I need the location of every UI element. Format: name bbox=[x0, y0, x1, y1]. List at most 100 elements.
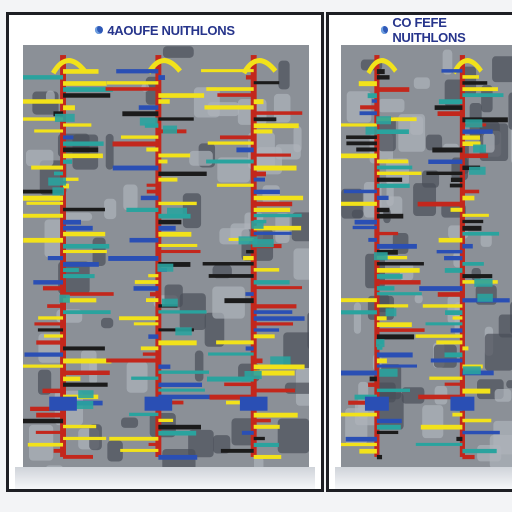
wire-segment bbox=[376, 352, 413, 358]
wire-segment bbox=[158, 418, 174, 422]
wire-segment bbox=[63, 310, 111, 315]
wire-segment bbox=[133, 286, 159, 291]
wire-segment bbox=[359, 448, 377, 454]
wire-segment bbox=[158, 75, 165, 80]
wire-segment bbox=[63, 81, 107, 86]
wire-segment bbox=[376, 207, 390, 213]
wire-segment bbox=[37, 328, 64, 332]
wire-segment bbox=[148, 442, 159, 446]
machine-part bbox=[189, 150, 213, 166]
wire-segment bbox=[462, 93, 504, 98]
wire-segment bbox=[450, 207, 463, 212]
wire-segment bbox=[420, 424, 463, 430]
wire-segment bbox=[462, 141, 481, 147]
wire-segment bbox=[207, 141, 254, 145]
wire-segment bbox=[452, 412, 463, 417]
wire-segment bbox=[63, 358, 112, 364]
wire-segment bbox=[207, 376, 254, 382]
wire-segment bbox=[236, 147, 254, 153]
machine-part bbox=[104, 198, 117, 220]
blue-block bbox=[239, 396, 268, 411]
wire-segment bbox=[415, 334, 463, 338]
wire-segment bbox=[462, 274, 493, 279]
wire-segment bbox=[253, 225, 302, 231]
wire-segment bbox=[376, 454, 383, 460]
wire-segment bbox=[216, 340, 254, 345]
wire-segment bbox=[158, 213, 191, 219]
wire-segment bbox=[63, 105, 75, 111]
wire-segment bbox=[105, 87, 159, 91]
wire-segment bbox=[158, 249, 201, 254]
teal-block bbox=[375, 339, 385, 348]
wire-segment bbox=[140, 346, 159, 351]
wire-segment bbox=[253, 201, 293, 207]
wire-segment bbox=[63, 225, 93, 231]
wire-segment bbox=[34, 322, 64, 326]
wire-segment bbox=[106, 81, 159, 85]
wire-segment bbox=[422, 304, 463, 308]
machine-part bbox=[425, 134, 443, 151]
machine-part bbox=[60, 212, 93, 221]
wire-segment bbox=[253, 195, 304, 201]
wire-segment bbox=[253, 328, 280, 332]
teal-block bbox=[161, 298, 178, 307]
wire-segment bbox=[158, 225, 176, 231]
wire-segment bbox=[158, 153, 191, 158]
wire-segment bbox=[253, 177, 266, 182]
teal-block bbox=[175, 327, 192, 336]
wire-segment bbox=[438, 237, 463, 243]
wire-segment bbox=[368, 382, 377, 387]
wire-segment bbox=[253, 418, 271, 423]
wire-segment bbox=[253, 286, 303, 290]
wire-segment bbox=[201, 69, 254, 73]
wire-segment bbox=[120, 448, 159, 452]
wire-segment bbox=[53, 111, 64, 117]
teal-block bbox=[52, 187, 64, 196]
wire-segment bbox=[108, 256, 159, 261]
machine-part bbox=[413, 183, 437, 216]
wire-segment bbox=[23, 75, 64, 80]
wire-segment bbox=[341, 201, 377, 206]
wire-segment bbox=[63, 298, 97, 303]
wire-segment bbox=[437, 292, 463, 297]
wire-segment bbox=[376, 231, 399, 236]
wire-segment bbox=[224, 382, 254, 387]
machine-part bbox=[351, 209, 364, 219]
machine-part bbox=[483, 132, 495, 153]
wire-segment bbox=[436, 340, 463, 345]
wire-segment bbox=[376, 69, 385, 75]
wire-segment bbox=[146, 189, 159, 194]
wire-segment bbox=[158, 382, 203, 387]
wire-segment bbox=[341, 310, 377, 315]
wire-segment bbox=[445, 310, 463, 315]
wire-segment bbox=[376, 274, 403, 279]
wire-segment bbox=[341, 298, 377, 303]
wire-segment bbox=[253, 322, 294, 326]
machine-part bbox=[194, 350, 204, 382]
wire-segment bbox=[63, 292, 114, 296]
wire-segment bbox=[38, 316, 64, 320]
wire-segment bbox=[429, 376, 463, 380]
wire-segment bbox=[253, 454, 282, 459]
wire-segment bbox=[354, 219, 377, 225]
panel-base bbox=[15, 467, 315, 489]
wire-segment bbox=[376, 159, 409, 164]
wire-segment bbox=[444, 256, 463, 261]
wire-segment bbox=[63, 262, 99, 267]
wire-segment bbox=[253, 189, 280, 195]
wire-segment bbox=[462, 81, 488, 85]
wire-segment bbox=[129, 412, 159, 417]
wire-segment bbox=[376, 262, 424, 266]
wire-segment bbox=[376, 165, 413, 170]
wire-segment bbox=[356, 147, 377, 152]
wire-segment bbox=[63, 436, 107, 441]
wire-segment bbox=[376, 388, 411, 392]
wire-segment bbox=[208, 274, 254, 278]
wire-segment bbox=[122, 111, 159, 117]
machine-part bbox=[498, 314, 512, 338]
wire-segment bbox=[53, 448, 64, 453]
wire-segment bbox=[148, 334, 159, 339]
wire-segment bbox=[434, 105, 463, 110]
wire-segment bbox=[119, 316, 159, 321]
machine-part bbox=[414, 294, 423, 304]
